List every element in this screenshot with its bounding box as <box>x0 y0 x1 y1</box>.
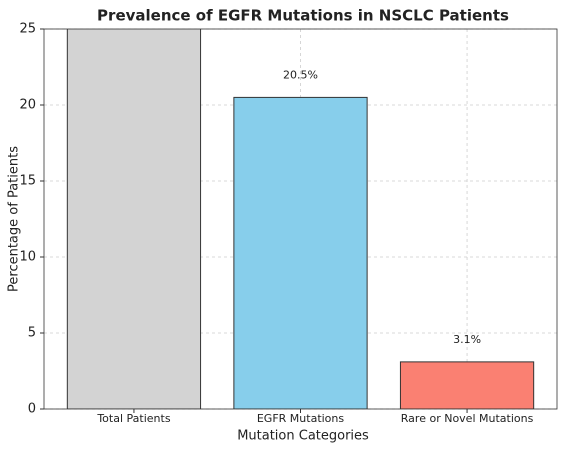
bar <box>233 96 368 409</box>
y-tick-label: 15 <box>19 174 36 189</box>
bar <box>66 29 202 409</box>
y-tick-label: 25 <box>19 22 36 37</box>
chart-title: Prevalence of EGFR Mutations in NSCLC Pa… <box>97 7 509 25</box>
plot-frame <box>43 28 558 410</box>
y-tick-label: 10 <box>19 250 36 265</box>
y-axis-label: Percentage of Patients <box>7 146 22 292</box>
y-tick-label: 20 <box>19 98 36 113</box>
data-label: 20.5% <box>283 68 318 81</box>
x-tick-label: Total Patients <box>96 412 170 425</box>
labels: 0 5 10 15 20 25 Total Patients EGFR Mutations 20… <box>19 22 533 426</box>
y-tick-label: 0 <box>28 402 36 417</box>
bar <box>399 361 535 409</box>
x-axis-label: Mutation Categories <box>237 429 369 444</box>
x-tick-label: Rare or Novel Mutations <box>401 412 534 425</box>
x-tick-label: EGFR Mutations <box>257 412 345 425</box>
data-label: 3.1% <box>453 333 481 346</box>
y-tick-label: 5 <box>28 326 36 341</box>
bars <box>66 29 535 409</box>
